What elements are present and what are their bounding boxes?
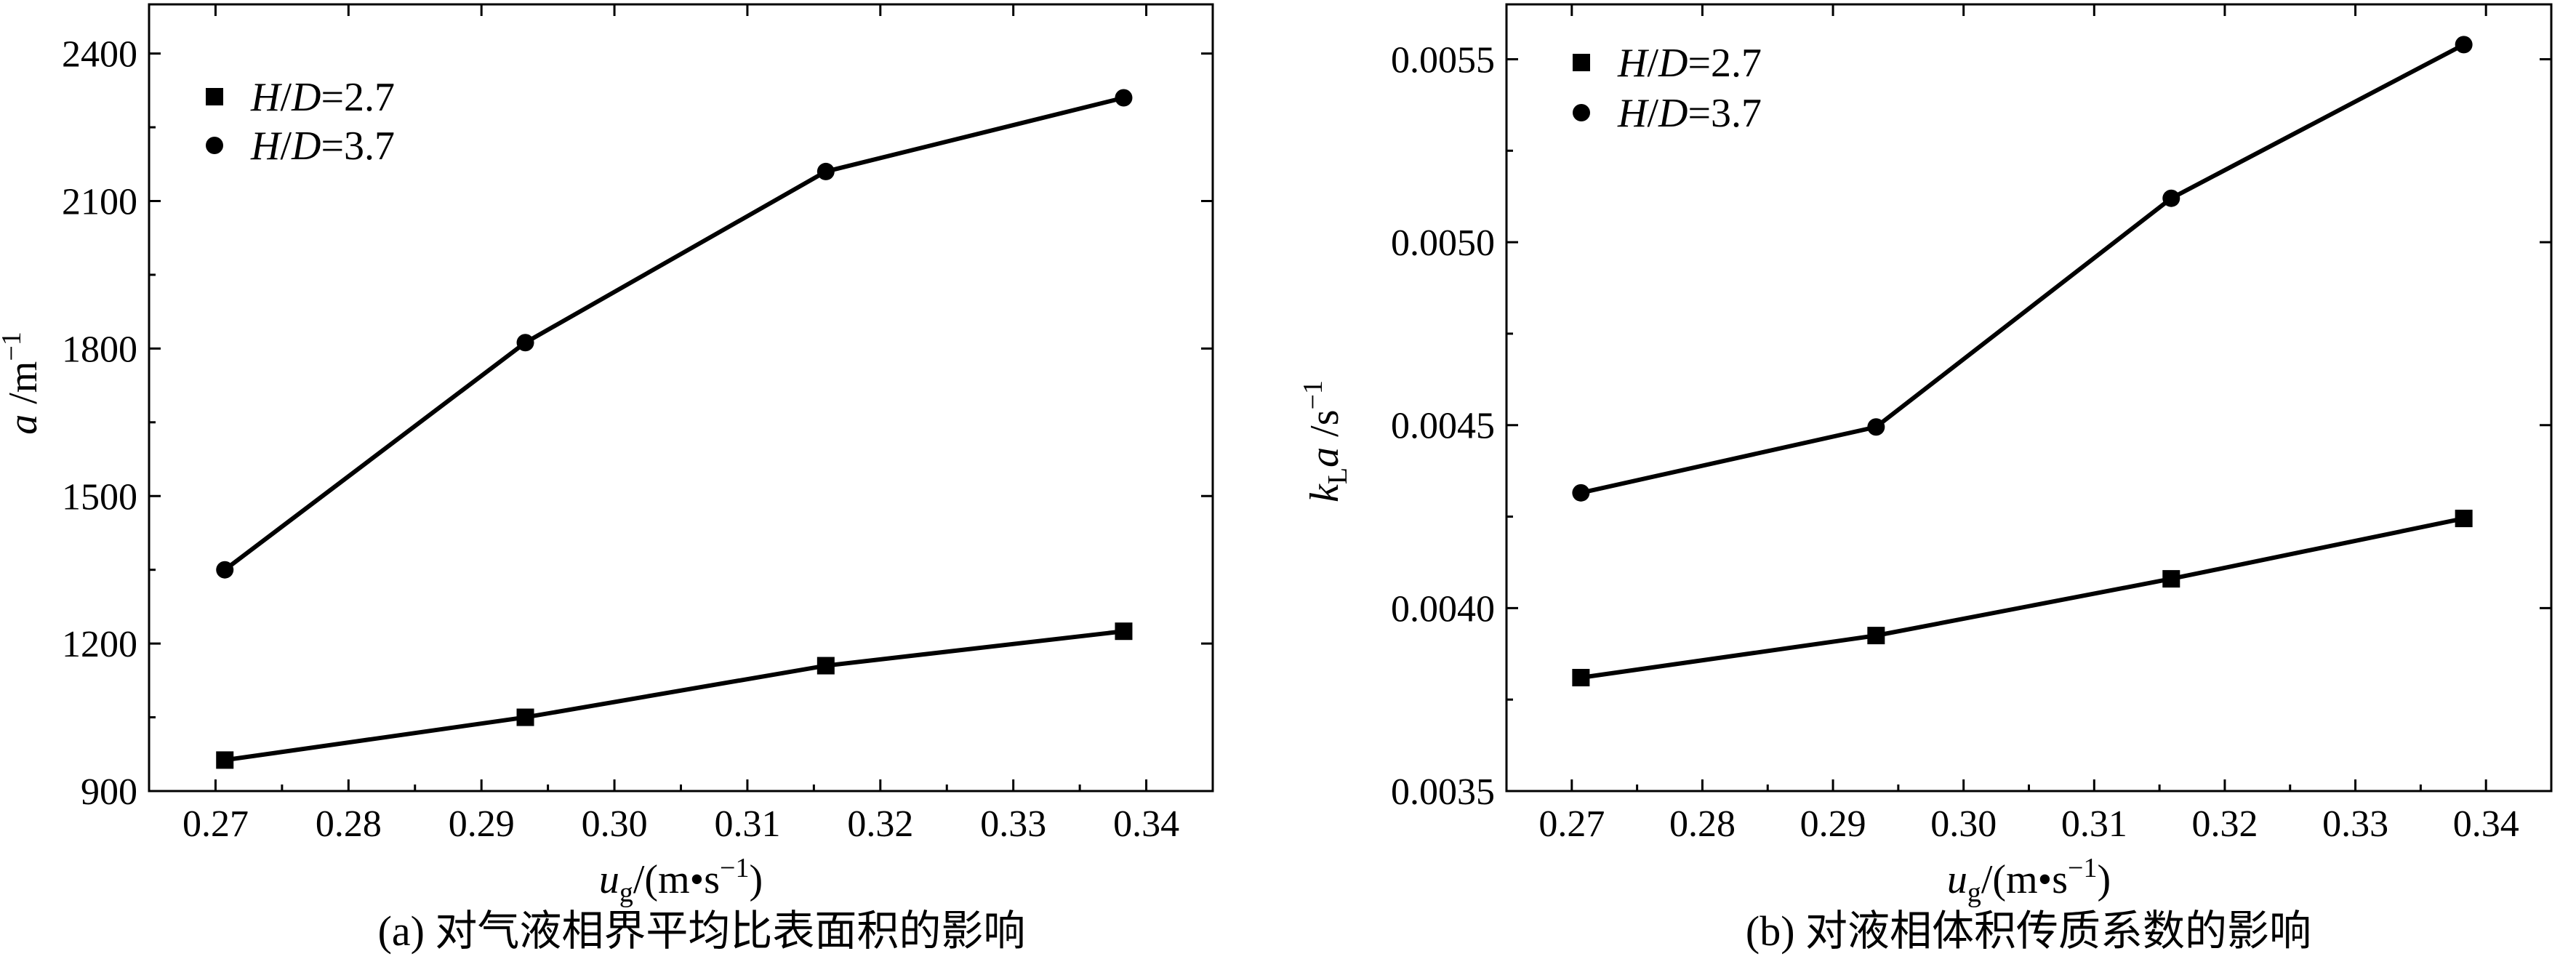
x-tick-label: 0.33 — [980, 803, 1046, 845]
series-line — [1580, 516, 2465, 680]
data-point-circle — [1572, 483, 1590, 502]
y-tick-label: 0.0050 — [1391, 222, 1495, 264]
x-tick-label: 0.31 — [2061, 803, 2127, 845]
y-tick-label: 1500 — [62, 476, 137, 518]
y-tick-label: 900 — [81, 771, 137, 813]
series-circle — [1572, 36, 2473, 502]
series-line — [223, 95, 1125, 572]
y-tick-label: 1800 — [62, 329, 137, 370]
data-point-circle — [216, 561, 234, 579]
data-point-square — [2162, 570, 2180, 588]
data-point-circle — [1867, 418, 1885, 436]
legend-label: H/D=2.7 — [1617, 41, 1762, 86]
legend-label: H/D=3.7 — [1617, 91, 1762, 136]
series-line — [224, 629, 1124, 763]
legend-marker-square — [1573, 54, 1590, 71]
x-tick-label: 0.29 — [449, 803, 515, 845]
series-circle — [216, 89, 1133, 579]
y-tick-label: 2100 — [62, 182, 137, 223]
data-point-circle — [1115, 89, 1133, 107]
legend-marker-square — [206, 88, 223, 105]
data-point-square — [516, 708, 534, 726]
data-point-circle — [816, 162, 835, 180]
data-point-square — [2455, 510, 2473, 528]
x-axis-title: ug/(m•s−1) — [1947, 853, 2111, 908]
chart-b: 0.27 0.28 0.29 0.30 0.31 0.32 0.33 0.34 0.0035 0.… — [1298, 3, 2553, 955]
x-tick-label: 0.34 — [1113, 803, 1179, 845]
data-point-square — [816, 657, 835, 675]
data-point-square — [1115, 622, 1133, 641]
y-tick-label: 2400 — [62, 34, 137, 76]
x-tick-label: 0.30 — [582, 803, 648, 845]
series-square — [1572, 510, 2473, 686]
x-tick-label: 0.27 — [182, 803, 249, 845]
x-tick-label: 0.31 — [714, 803, 780, 845]
data-point-circle — [2162, 189, 2180, 207]
y-tick-label: 0.0040 — [1391, 588, 1495, 630]
x-tick-label: 0.29 — [1800, 803, 1866, 845]
data-point-square — [1572, 668, 1590, 686]
series-line — [1580, 42, 2465, 495]
x-tick-label: 0.28 — [1669, 803, 1736, 845]
data-point-square — [1867, 627, 1885, 645]
legend-marker-circle — [206, 137, 223, 154]
series-square — [216, 622, 1133, 769]
x-tick-label: 0.33 — [2322, 803, 2388, 845]
legend-label: H/D=3.7 — [250, 124, 395, 169]
x-tick-label: 0.28 — [316, 803, 382, 845]
chart-caption: (b) 对液相体积传质系数的影响 — [1746, 907, 2311, 955]
data-point-circle — [2455, 36, 2473, 54]
y-tick-label: 0.0035 — [1391, 771, 1495, 813]
x-tick-label: 0.32 — [847, 803, 913, 845]
x-tick-label: 0.34 — [2453, 803, 2519, 845]
y-axis-title: a /m−1 — [0, 332, 46, 435]
chart-a: 0.27 0.28 0.29 0.30 0.31 0.32 0.33 0.34 900 1200 1… — [0, 3, 1214, 955]
data-point-square — [216, 751, 234, 769]
y-tick-label: 0.0045 — [1391, 406, 1495, 447]
chart-caption: (a) 对气液相界平均比表面积的影响 — [378, 907, 1026, 955]
x-tick-label: 0.32 — [2191, 803, 2258, 845]
x-axis-title: ug/(m•s−1) — [599, 853, 763, 908]
plot-frame — [148, 3, 1214, 793]
x-tick-label: 0.30 — [1930, 803, 1997, 845]
x-tick-label: 0.27 — [1538, 803, 1605, 845]
y-axis-title: kLa /s−1 — [1298, 380, 1353, 502]
y-tick-label: 1200 — [62, 624, 137, 665]
legend-marker-circle — [1573, 104, 1590, 121]
data-point-circle — [516, 334, 534, 352]
y-tick-label: 0.0055 — [1391, 39, 1495, 81]
legend-label: H/D=2.7 — [250, 75, 395, 120]
